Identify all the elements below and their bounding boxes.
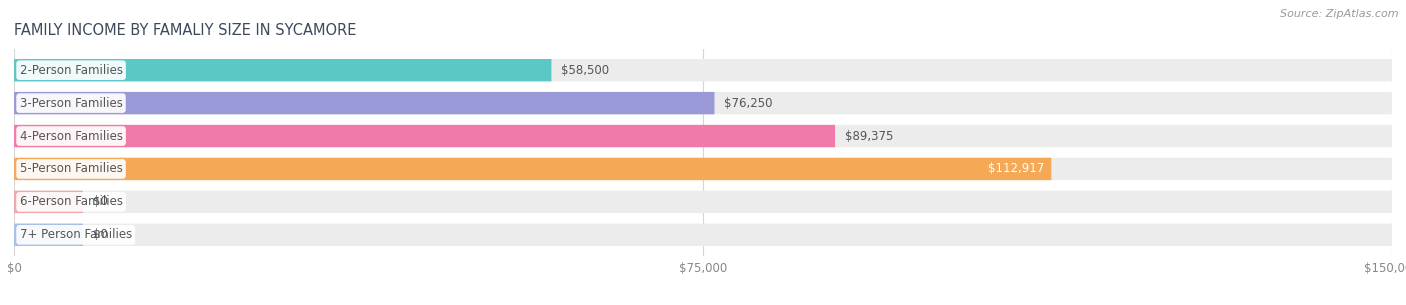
FancyBboxPatch shape: [14, 158, 1052, 180]
Text: 5-Person Families: 5-Person Families: [20, 163, 122, 175]
FancyBboxPatch shape: [14, 125, 1392, 147]
FancyBboxPatch shape: [14, 59, 1392, 81]
FancyBboxPatch shape: [14, 158, 1392, 180]
Text: FAMILY INCOME BY FAMALIY SIZE IN SYCAMORE: FAMILY INCOME BY FAMALIY SIZE IN SYCAMOR…: [14, 23, 357, 38]
FancyBboxPatch shape: [14, 224, 83, 246]
FancyBboxPatch shape: [14, 125, 835, 147]
FancyBboxPatch shape: [14, 59, 551, 81]
FancyBboxPatch shape: [14, 191, 1392, 213]
Text: 6-Person Families: 6-Person Families: [20, 196, 122, 208]
FancyBboxPatch shape: [14, 191, 83, 213]
Text: $58,500: $58,500: [561, 64, 609, 77]
Text: 2-Person Families: 2-Person Families: [20, 64, 122, 77]
Text: $76,250: $76,250: [724, 97, 773, 109]
Text: Source: ZipAtlas.com: Source: ZipAtlas.com: [1281, 9, 1399, 19]
Text: $0: $0: [93, 228, 107, 241]
Text: $112,917: $112,917: [988, 163, 1045, 175]
Text: $0: $0: [93, 196, 107, 208]
Text: $89,375: $89,375: [845, 130, 893, 142]
Text: 7+ Person Families: 7+ Person Families: [20, 228, 132, 241]
Text: 4-Person Families: 4-Person Families: [20, 130, 122, 142]
FancyBboxPatch shape: [14, 92, 714, 114]
FancyBboxPatch shape: [14, 224, 1392, 246]
Text: 3-Person Families: 3-Person Families: [20, 97, 122, 109]
FancyBboxPatch shape: [14, 92, 1392, 114]
